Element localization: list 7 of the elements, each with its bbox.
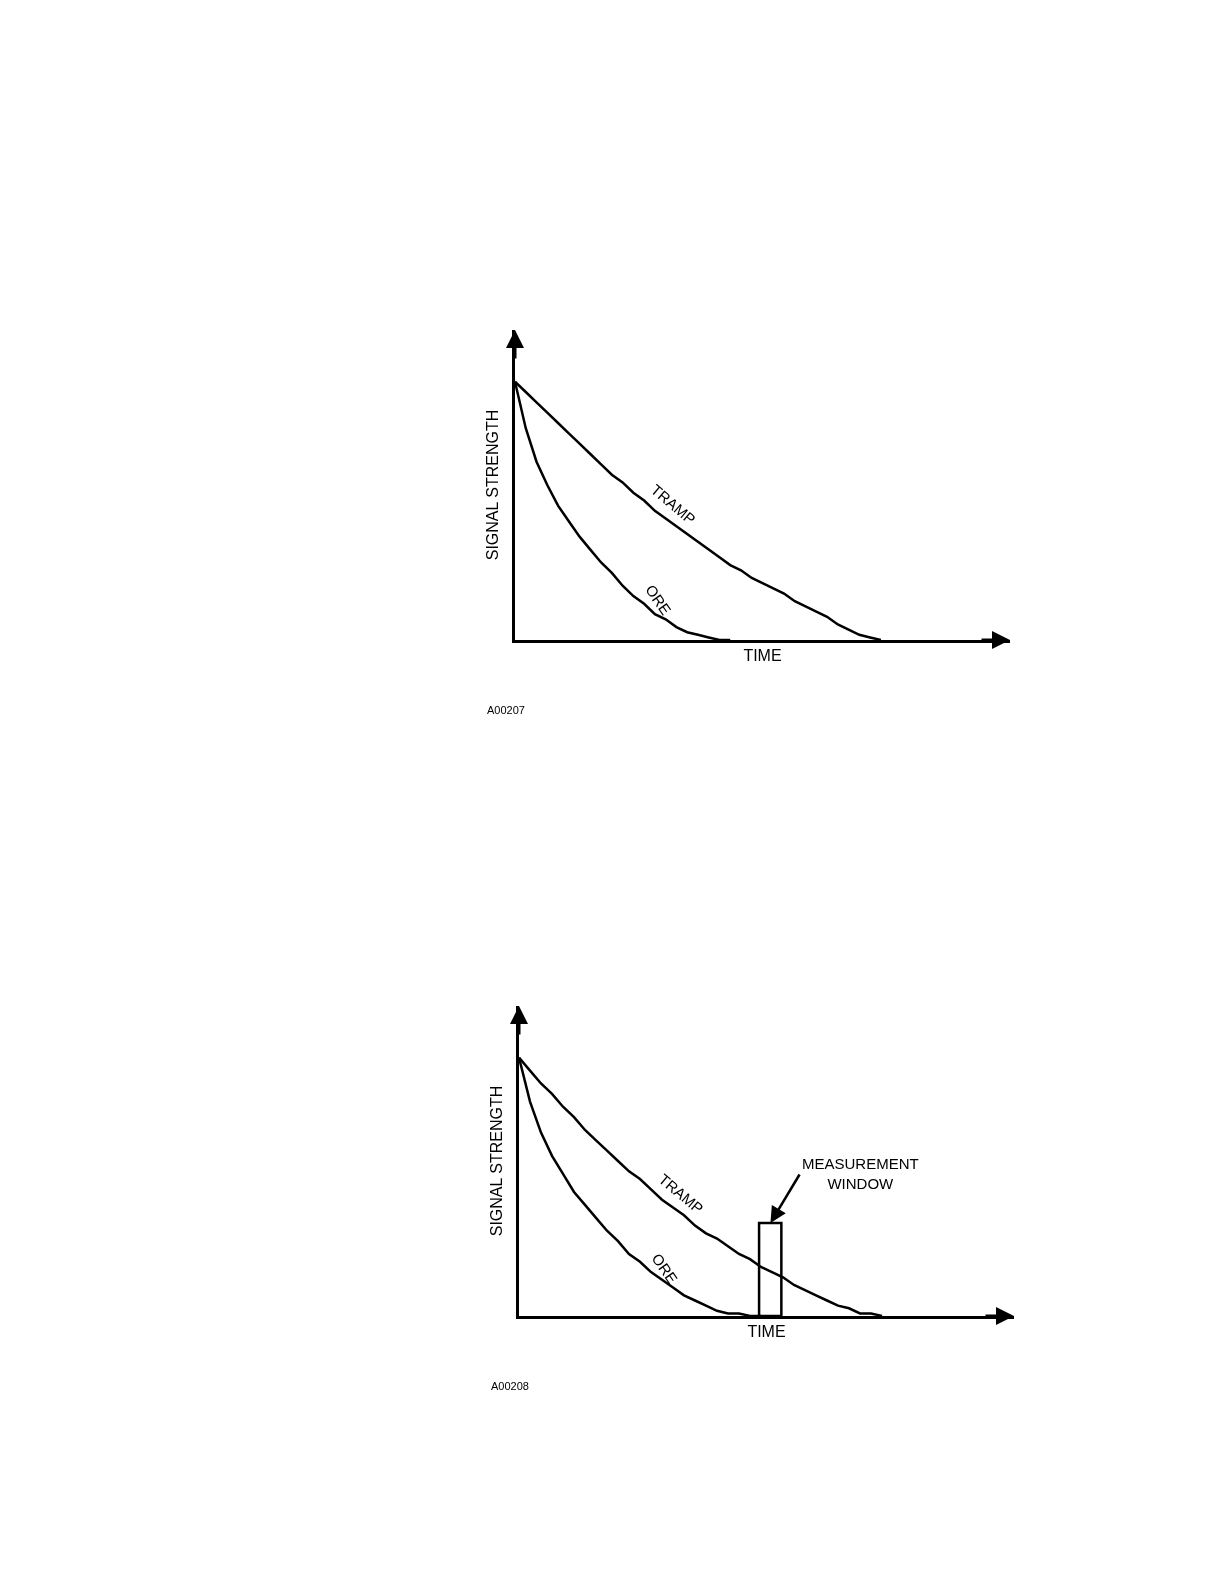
y-axis-title: SIGNAL STRENGTH (483, 409, 501, 561)
y-axis-title: SIGNAL STRENGTH (487, 1085, 505, 1237)
annotation: MEASUREMENT WINDOW (802, 1155, 919, 1192)
x-axis-title: TIME (743, 646, 782, 664)
text: A00208 (491, 1380, 529, 1392)
x-axis-title: TIME (747, 1322, 786, 1340)
text: A00207 (487, 704, 525, 716)
